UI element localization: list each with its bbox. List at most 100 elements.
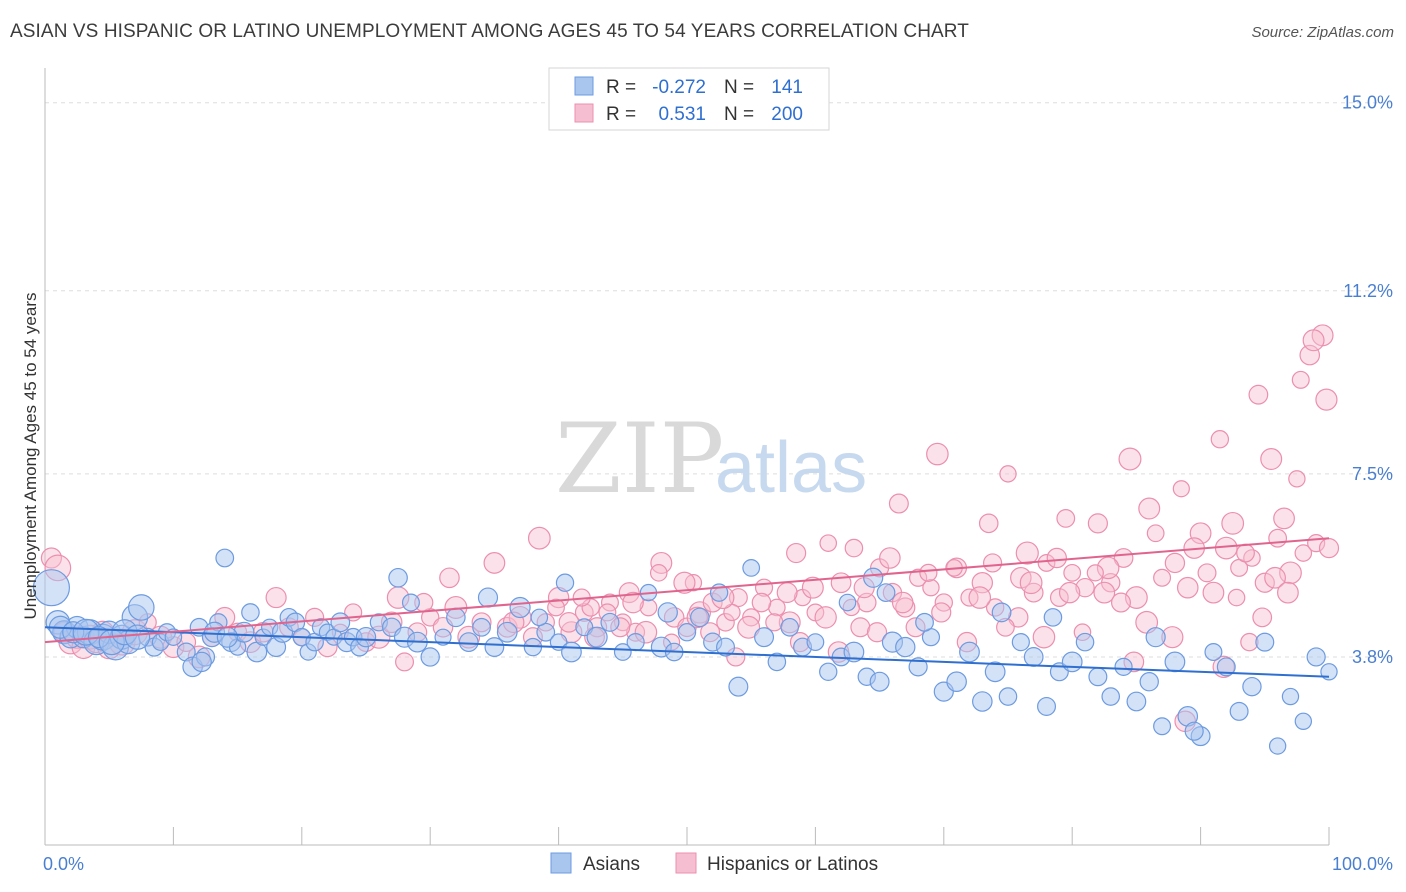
asian-point (908, 657, 928, 677)
asian-point (1242, 676, 1262, 697)
hisp-point (819, 534, 838, 552)
hisp-point (1291, 370, 1310, 389)
legend-swatch-hisp (574, 103, 594, 123)
hisp-point (919, 563, 938, 582)
bottom-legend: Asians Hispanics or Latinos (550, 852, 878, 875)
hisp-point (1058, 581, 1081, 604)
hisp-point (891, 591, 914, 614)
asian-point (1139, 672, 1159, 692)
hisp-point (1248, 384, 1269, 405)
asian-point (355, 626, 377, 648)
asian-point (388, 567, 408, 588)
asian-point (806, 633, 825, 652)
hisp-point (728, 588, 748, 608)
trend-lines (44, 537, 1330, 678)
asian-point (215, 548, 235, 568)
asian-point (330, 612, 351, 633)
hisp-point (716, 613, 735, 632)
watermark-zip: ZIP (555, 403, 724, 515)
hisp-point (1118, 447, 1142, 471)
hisp-point (1110, 592, 1131, 613)
hisp-point (527, 526, 551, 550)
legend-n-value-asian: 141 (771, 77, 803, 98)
hisp-point (1288, 470, 1306, 488)
legend-swatch-asian (574, 76, 594, 96)
legend-frame (548, 67, 830, 131)
hisp-point (1197, 563, 1217, 583)
asian-point (1164, 651, 1186, 673)
hisp-point (971, 572, 994, 594)
hisp-point (830, 572, 852, 594)
hisp-point (1318, 537, 1340, 559)
hisp-point (1138, 497, 1161, 520)
asian-point (819, 662, 838, 682)
y-axis-label: Unemployment Among Ages 45 to 54 years (21, 293, 40, 620)
hisp-point (1037, 554, 1056, 572)
hisp-point (1015, 541, 1039, 565)
hisp-point (1086, 564, 1104, 582)
asian-point (1306, 647, 1326, 667)
asian-point (742, 558, 761, 577)
watermark: ZIP atlas (555, 403, 867, 515)
asian-point (1204, 643, 1223, 662)
hisp-point (1277, 581, 1299, 604)
hisp-point (1273, 507, 1295, 530)
asian-point (946, 671, 967, 693)
asian-point (420, 647, 440, 667)
hisp-point (1236, 543, 1255, 563)
asian-point (915, 612, 934, 632)
asian-point (191, 651, 212, 673)
trend-line-asian (44, 626, 1330, 678)
hisp-point (1056, 509, 1076, 528)
hisp-point (1049, 588, 1069, 607)
asian-point (1061, 651, 1083, 673)
hisp-point (673, 571, 696, 594)
hisp-point (814, 606, 837, 629)
asian-point (780, 617, 800, 637)
y-tick-label-1: 7.5% (1352, 464, 1393, 484)
asian-point (1255, 632, 1275, 652)
hisp-point (926, 442, 949, 466)
hisp-point (844, 538, 864, 558)
asian-point (241, 603, 260, 622)
hisp-point (684, 574, 703, 592)
asian-point (838, 593, 857, 612)
asian-point (895, 636, 916, 658)
legend-r-label-hisp: R = (606, 104, 636, 125)
axes (44, 68, 1330, 846)
asian-point (869, 671, 890, 692)
hisp-point (1202, 581, 1225, 604)
hisp-point (1124, 586, 1148, 609)
asian-point (716, 637, 736, 657)
hisp-point (1254, 572, 1275, 593)
asian-point (754, 627, 775, 648)
asian-point (496, 621, 518, 643)
asian-point (401, 593, 420, 612)
bottom-swatch-hisp (675, 852, 697, 874)
hispanic-points (40, 324, 1340, 733)
hisp-point (982, 553, 1003, 573)
hisp-point (1172, 480, 1190, 498)
trend-line-hisp (44, 537, 1330, 644)
hisp-point (801, 576, 824, 599)
asian-point (1075, 632, 1095, 652)
asian-point (509, 596, 531, 619)
hisp-point (650, 551, 673, 574)
hisp-point (999, 465, 1017, 483)
asian-point (863, 567, 884, 588)
y-tick-label-0: 3.8% (1352, 647, 1393, 667)
hisp-point (786, 542, 807, 564)
legend-n-label-hisp: N = (724, 104, 754, 125)
y-tick-labels: 3.8% 7.5% 11.2% 15.0% (1342, 93, 1393, 667)
hisp-point (737, 615, 761, 639)
asian-point (843, 641, 865, 663)
hisp-point (1087, 513, 1108, 534)
x-tick-label-min: 0.0% (43, 854, 84, 874)
asian-point (1126, 691, 1147, 712)
watermark-atlas: atlas (715, 428, 867, 508)
hisp-point (931, 602, 952, 623)
legend-r-value-asian: -0.272 (652, 77, 706, 98)
asian-point (991, 602, 1012, 623)
asian-point (434, 628, 452, 646)
asian-point (1011, 633, 1030, 652)
